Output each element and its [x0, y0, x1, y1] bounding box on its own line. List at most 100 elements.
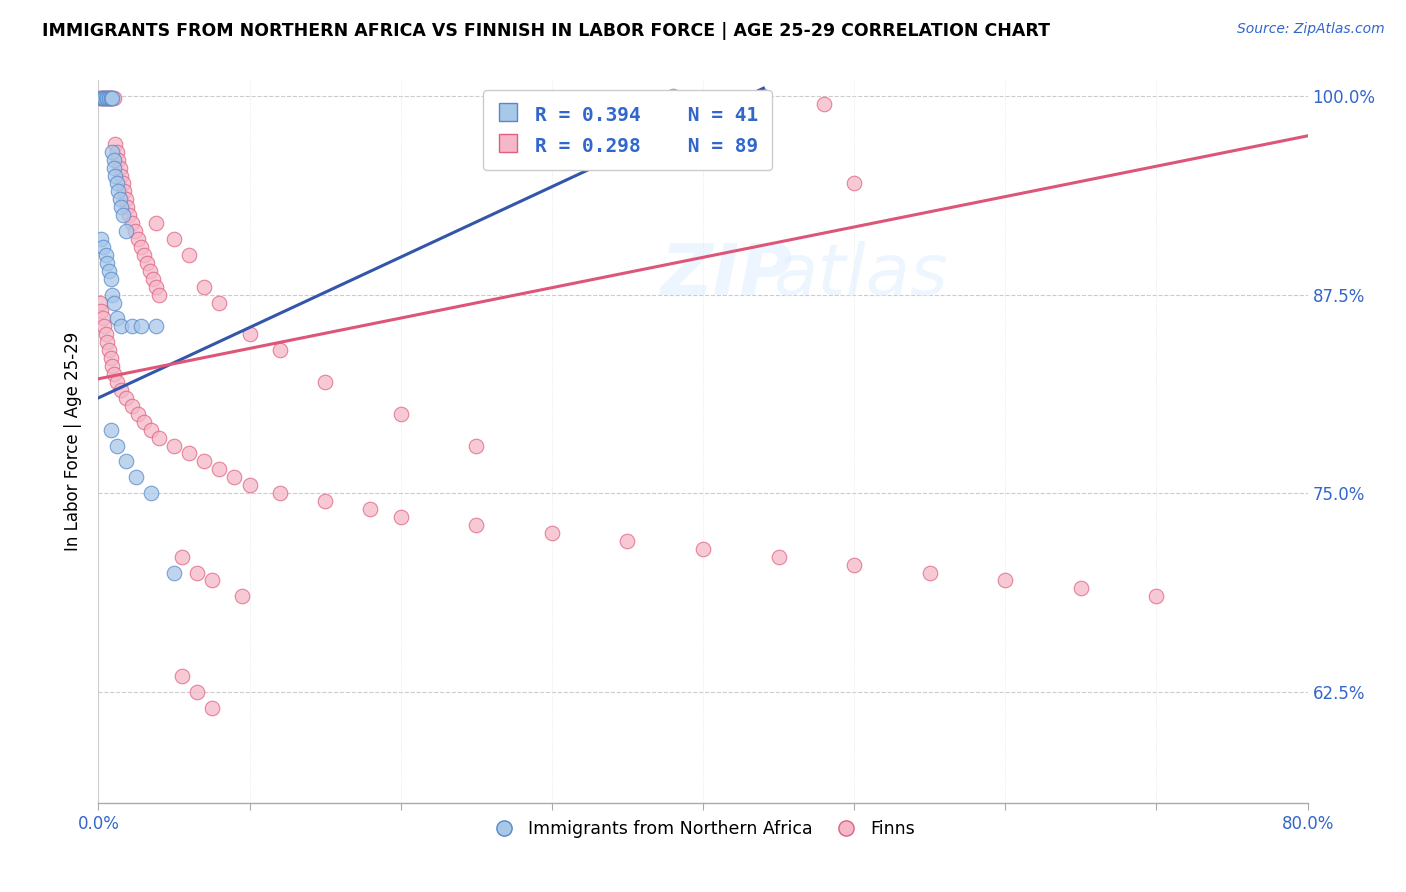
- Text: ZIP: ZIP: [661, 241, 793, 310]
- Point: [110, 319, 132, 334]
- Point: [269, 486, 291, 500]
- Point: [94, 91, 117, 105]
- Point: [135, 256, 157, 270]
- Point: [114, 391, 136, 405]
- Point: [103, 153, 125, 167]
- Point: [114, 224, 136, 238]
- Point: [98, 343, 121, 358]
- Point: [90, 91, 112, 105]
- Point: [93, 91, 115, 105]
- Point: [101, 91, 124, 105]
- Point: [1070, 582, 1092, 596]
- Point: [142, 272, 165, 286]
- Point: [208, 295, 231, 310]
- Point: [100, 272, 122, 286]
- Point: [239, 478, 262, 492]
- Y-axis label: In Labor Force | Age 25-29: In Labor Force | Age 25-29: [65, 332, 83, 551]
- Point: [100, 91, 122, 105]
- Point: [98, 91, 121, 105]
- Point: [224, 470, 246, 484]
- Point: [114, 454, 136, 468]
- Legend: Immigrants from Northern Africa, Finns: Immigrants from Northern Africa, Finns: [485, 813, 921, 845]
- Point: [186, 566, 208, 580]
- Point: [389, 510, 412, 524]
- Point: [239, 327, 262, 342]
- Point: [90, 91, 112, 105]
- Point: [918, 566, 941, 580]
- Point: [107, 185, 129, 199]
- Point: [768, 549, 790, 564]
- Point: [145, 319, 167, 334]
- Point: [1144, 590, 1167, 604]
- Point: [148, 287, 170, 301]
- Point: [844, 177, 866, 191]
- Point: [111, 177, 134, 191]
- Point: [141, 486, 163, 500]
- Point: [465, 517, 488, 532]
- Point: [103, 367, 125, 381]
- Point: [91, 91, 114, 105]
- Point: [103, 295, 125, 310]
- Point: [105, 145, 128, 159]
- Point: [110, 169, 132, 183]
- Point: [96, 256, 118, 270]
- Point: [114, 193, 136, 207]
- Point: [93, 91, 115, 105]
- Point: [129, 319, 152, 334]
- Point: [98, 91, 121, 105]
- Point: [89, 295, 111, 310]
- Point: [132, 415, 155, 429]
- Point: [465, 438, 488, 452]
- Point: [163, 232, 186, 246]
- Point: [124, 224, 146, 238]
- Point: [100, 91, 122, 105]
- Point: [193, 454, 215, 468]
- Point: [208, 462, 231, 476]
- Point: [145, 279, 167, 293]
- Point: [98, 264, 121, 278]
- Point: [110, 383, 132, 397]
- Point: [91, 311, 114, 326]
- Point: [148, 431, 170, 445]
- Point: [179, 248, 201, 262]
- Point: [145, 216, 167, 230]
- Point: [96, 335, 118, 350]
- Point: [129, 240, 152, 254]
- Point: [193, 279, 215, 293]
- Point: [201, 574, 224, 588]
- Text: atlas: atlas: [773, 241, 948, 310]
- Point: [844, 558, 866, 572]
- Point: [105, 177, 128, 191]
- Point: [389, 407, 412, 421]
- Point: [661, 89, 683, 103]
- Text: Source: ZipAtlas.com: Source: ZipAtlas.com: [1237, 22, 1385, 37]
- Point: [101, 91, 124, 105]
- Point: [139, 264, 162, 278]
- Point: [813, 97, 835, 112]
- Point: [314, 375, 336, 389]
- Point: [103, 91, 125, 105]
- Point: [112, 185, 135, 199]
- Point: [121, 319, 143, 334]
- Point: [101, 145, 124, 159]
- Point: [994, 574, 1017, 588]
- Point: [105, 375, 128, 389]
- Point: [91, 240, 114, 254]
- Point: [163, 566, 186, 580]
- Point: [103, 161, 125, 175]
- Point: [179, 446, 201, 460]
- Point: [91, 91, 114, 105]
- Point: [94, 327, 117, 342]
- Point: [94, 91, 117, 105]
- Point: [163, 438, 186, 452]
- Point: [94, 248, 117, 262]
- Text: IMMIGRANTS FROM NORTHERN AFRICA VS FINNISH IN LABOR FORCE | AGE 25-29 CORRELATIO: IMMIGRANTS FROM NORTHERN AFRICA VS FINNI…: [42, 22, 1050, 40]
- Point: [118, 208, 141, 222]
- Point: [96, 91, 118, 105]
- Point: [100, 91, 122, 105]
- Point: [100, 351, 122, 366]
- Point: [108, 193, 131, 207]
- Point: [616, 533, 638, 548]
- Point: [108, 161, 131, 175]
- Point: [105, 438, 128, 452]
